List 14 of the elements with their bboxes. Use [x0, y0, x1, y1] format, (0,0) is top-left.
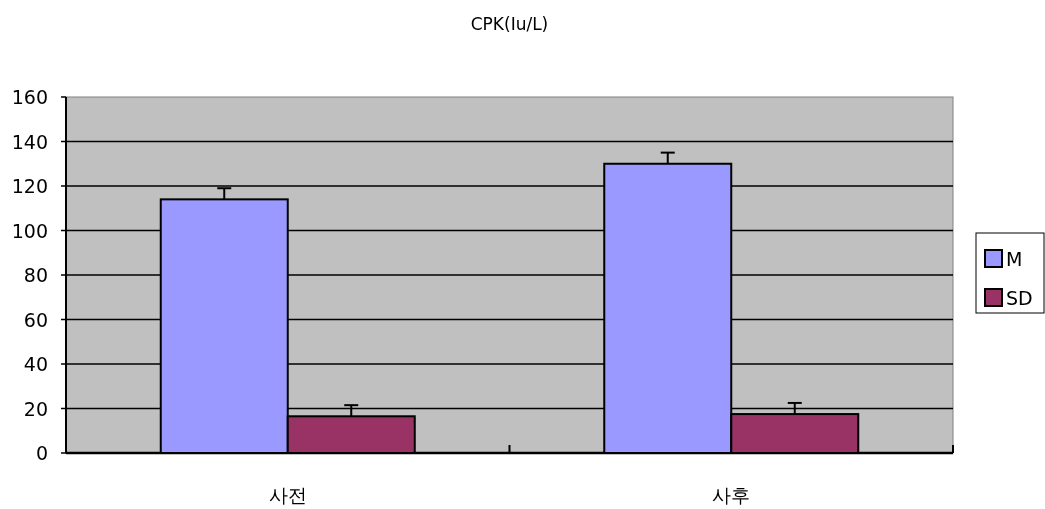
x-tick-label: 사전 [268, 484, 307, 506]
x-tick-label: 사후 [712, 484, 751, 506]
y-tick-label: 0 [35, 442, 48, 464]
y-tick-label: 120 [11, 175, 48, 197]
y-tick-label: 140 [11, 130, 48, 153]
legend-label: M [1006, 248, 1023, 270]
y-tick-label: 40 [23, 353, 48, 375]
y-tick-label: 160 [11, 86, 48, 108]
y-tick-label: 80 [23, 264, 48, 286]
legend-label: SD [1006, 287, 1033, 309]
y-tick-label: 60 [23, 308, 48, 331]
chart-title: CPK(Iu/L) [470, 14, 549, 34]
y-tick-label: 100 [11, 219, 48, 242]
y-tick-label: 20 [23, 397, 48, 420]
